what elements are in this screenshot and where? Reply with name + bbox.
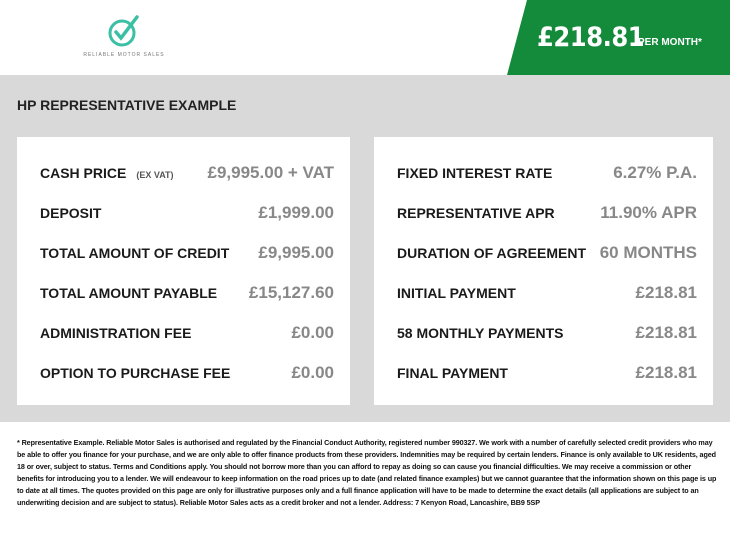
- row-label: ADMINISTRATION FEE: [40, 325, 192, 341]
- row-value: £9,995.00: [258, 243, 334, 262]
- monthly-price: £218.81: [537, 22, 645, 53]
- row-label: REPRESENTATIVE APR: [397, 205, 555, 221]
- logo[interactable]: RELIABLE MOTOR SALES: [74, 14, 174, 58]
- row-label: TOTAL AMOUNT PAYABLE: [40, 285, 218, 301]
- row-value: £218.81: [635, 323, 697, 342]
- right-finance-card: FIXED INTEREST RATE 6.27% P.A. REPRESENTAT…: [374, 137, 713, 405]
- row-label: FINAL PAYMENT: [397, 365, 508, 381]
- row-label: TOTAL AMOUNT OF CREDIT: [40, 245, 230, 261]
- checkmark-logo-icon: [108, 15, 139, 47]
- finance-row: FINAL PAYMENT £218.81: [397, 361, 697, 385]
- row-value: £0.00: [291, 323, 334, 342]
- row-value: 11.90% APR: [600, 203, 697, 222]
- finance-row: DURATION OF AGREEMENT 60 MONTHS: [397, 241, 697, 265]
- row-value: £218.81: [635, 363, 697, 382]
- left-finance-card: CASH PRICE (EX VAT) £9,995.00 + VAT DEPOSIT…: [17, 137, 350, 405]
- row-value: £9,995.00 + VAT: [207, 163, 334, 182]
- finance-row: TOTAL AMOUNT PAYABLE £15,127.60: [40, 281, 334, 305]
- finance-example-section: HP REPRESENTATIVE EXAMPLE CASH PRICE (EX …: [0, 75, 730, 422]
- finance-row: ADMINISTRATION FEE £0.00: [40, 321, 334, 345]
- row-value: 60 MONTHS: [599, 243, 697, 262]
- finance-row: INITIAL PAYMENT £218.81: [397, 281, 697, 305]
- row-value: 6.27% P.A.: [613, 163, 697, 182]
- finance-row: FIXED INTEREST RATE 6.27% P.A.: [397, 161, 697, 185]
- row-value: £1,999.00: [258, 203, 334, 222]
- logo-text: RELIABLE MOTOR SALES: [83, 52, 165, 58]
- finance-row: CASH PRICE (EX VAT) £9,995.00 + VAT: [40, 161, 334, 185]
- row-label: FIXED INTEREST RATE: [397, 165, 553, 181]
- section-title: HP REPRESENTATIVE EXAMPLE: [17, 97, 237, 113]
- row-label: INITIAL PAYMENT: [397, 285, 516, 301]
- row-label: DEPOSIT: [40, 205, 102, 221]
- price-banner: [507, 0, 730, 75]
- row-value: £15,127.60: [248, 283, 334, 302]
- row-value: £0.00: [291, 363, 334, 382]
- row-value: £218.81: [635, 283, 697, 302]
- row-label: OPTION TO PURCHASE FEE: [40, 365, 231, 381]
- row-sublabel: (EX VAT): [136, 170, 174, 180]
- finance-row: TOTAL AMOUNT OF CREDIT £9,995.00: [40, 241, 334, 265]
- finance-row: DEPOSIT £1,999.00: [40, 201, 334, 225]
- finance-row: OPTION TO PURCHASE FEE £0.00: [40, 361, 334, 385]
- disclaimer-text: * Representative Example. Reliable Motor…: [17, 438, 717, 507]
- per-month-label: PER MONTH*: [638, 37, 702, 48]
- row-label: CASH PRICE (EX VAT): [40, 165, 174, 181]
- finance-row: REPRESENTATIVE APR 11.90% APR: [397, 201, 697, 225]
- header: RELIABLE MOTOR SALES £218.81 PER MONTH*: [0, 0, 730, 75]
- finance-row: 58 MONTHLY PAYMENTS £218.81: [397, 321, 697, 345]
- row-label: DURATION OF AGREEMENT: [397, 245, 586, 261]
- row-label: 58 MONTHLY PAYMENTS: [397, 325, 564, 341]
